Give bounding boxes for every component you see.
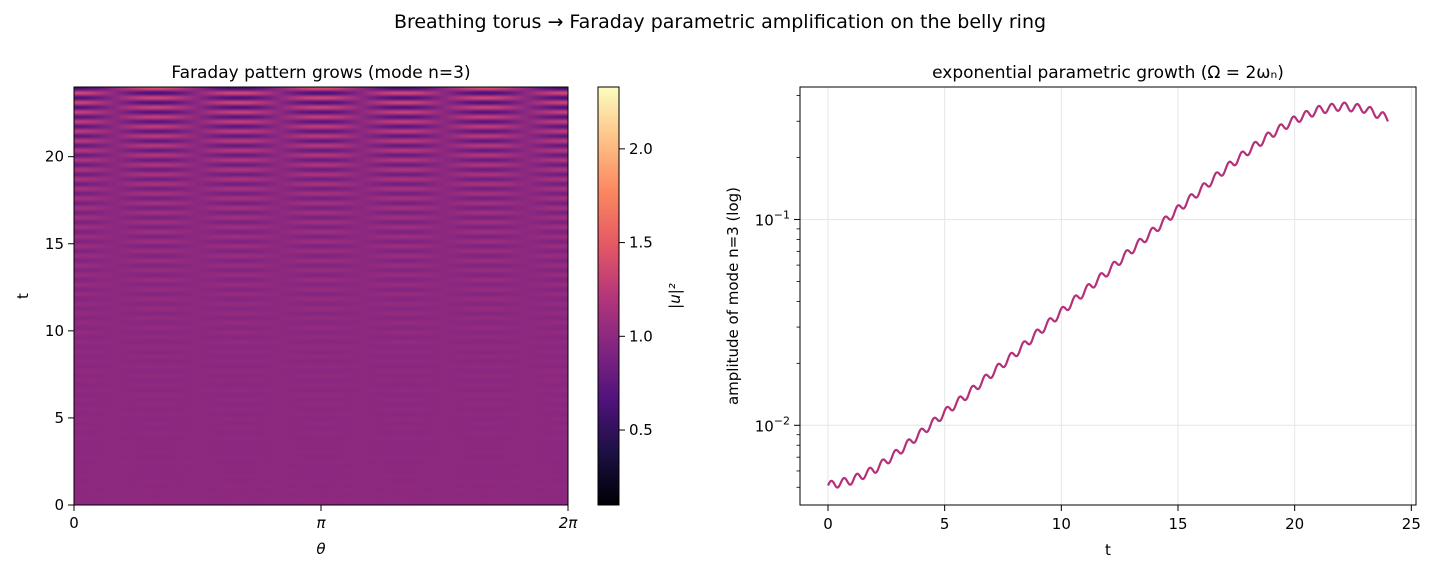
heatmap-x-tick-label: π (316, 514, 326, 532)
growth-x-tick-label: 15 (1168, 515, 1187, 533)
heatmap-panel: Faraday pattern grows (mode n=3) 0 π 2π 0 5… (14, 63, 578, 558)
growth-y-tick-label: 10−1 (755, 208, 790, 229)
heatmap-y-tick-label: 0 (54, 496, 64, 514)
growth-x-tick-label: 25 (1402, 515, 1421, 533)
growth-title: exponential parametric growth (Ω = 2ωₙ) (932, 63, 1284, 83)
colorbar-label: |u|² (666, 283, 684, 309)
growth-x-axis-label: t (1105, 541, 1111, 559)
growth-x-tick-label: 5 (940, 515, 950, 533)
heatmap-x-tick-label: 2π (559, 514, 579, 532)
heatmap-y-axis-label: t (14, 293, 32, 299)
colorbar: 0.5 1.0 1.5 2.0 |u|² (597, 86, 684, 506)
heatmap-y-tick-label: 15 (45, 235, 64, 253)
figure-suptitle: Breathing torus → Faraday parametric amp… (394, 11, 1046, 33)
heatmap-y-tick-label: 10 (45, 322, 64, 340)
heatmap-raster (74, 87, 568, 505)
colorbar-tick-label: 2.0 (629, 140, 653, 158)
heatmap-x-ticks: 0 π 2π (69, 505, 578, 532)
colorbar-gradient (597, 86, 620, 506)
heatmap-y-tick-label: 5 (54, 409, 64, 427)
heatmap-title: Faraday pattern grows (mode n=3) (171, 63, 470, 83)
heatmap-image (74, 87, 568, 505)
growth-y-ticks: 10−2 10−1 (755, 95, 800, 488)
heatmap-y-tick-label: 20 (45, 148, 64, 166)
colorbar-ticks: 0.5 1.0 1.5 2.0 (619, 140, 653, 439)
growth-series-line (827, 101, 1389, 489)
growth-y-tick-label: 10−2 (755, 414, 790, 435)
growth-x-ticks: 0 5 10 15 20 25 (823, 505, 1421, 533)
growth-y-axis-label: amplitude of mode n=3 (log) (724, 187, 742, 405)
heatmap-x-axis-label: θ (316, 540, 325, 558)
colorbar-tick-label: 0.5 (629, 421, 653, 439)
heatmap-x-tick-label: 0 (69, 514, 79, 532)
colorbar-tick-label: 1.5 (629, 234, 653, 252)
heatmap-y-ticks: 0 5 10 15 20 (45, 148, 74, 514)
growth-grid (800, 87, 1416, 505)
growth-x-tick-label: 0 (823, 515, 833, 533)
growth-frame (799, 86, 1417, 506)
growth-x-tick-label: 10 (1052, 515, 1071, 533)
growth-panel: exponential parametric growth (Ω = 2ωₙ) … (724, 63, 1421, 559)
growth-x-tick-label: 20 (1285, 515, 1304, 533)
colorbar-tick-label: 1.0 (629, 327, 653, 345)
